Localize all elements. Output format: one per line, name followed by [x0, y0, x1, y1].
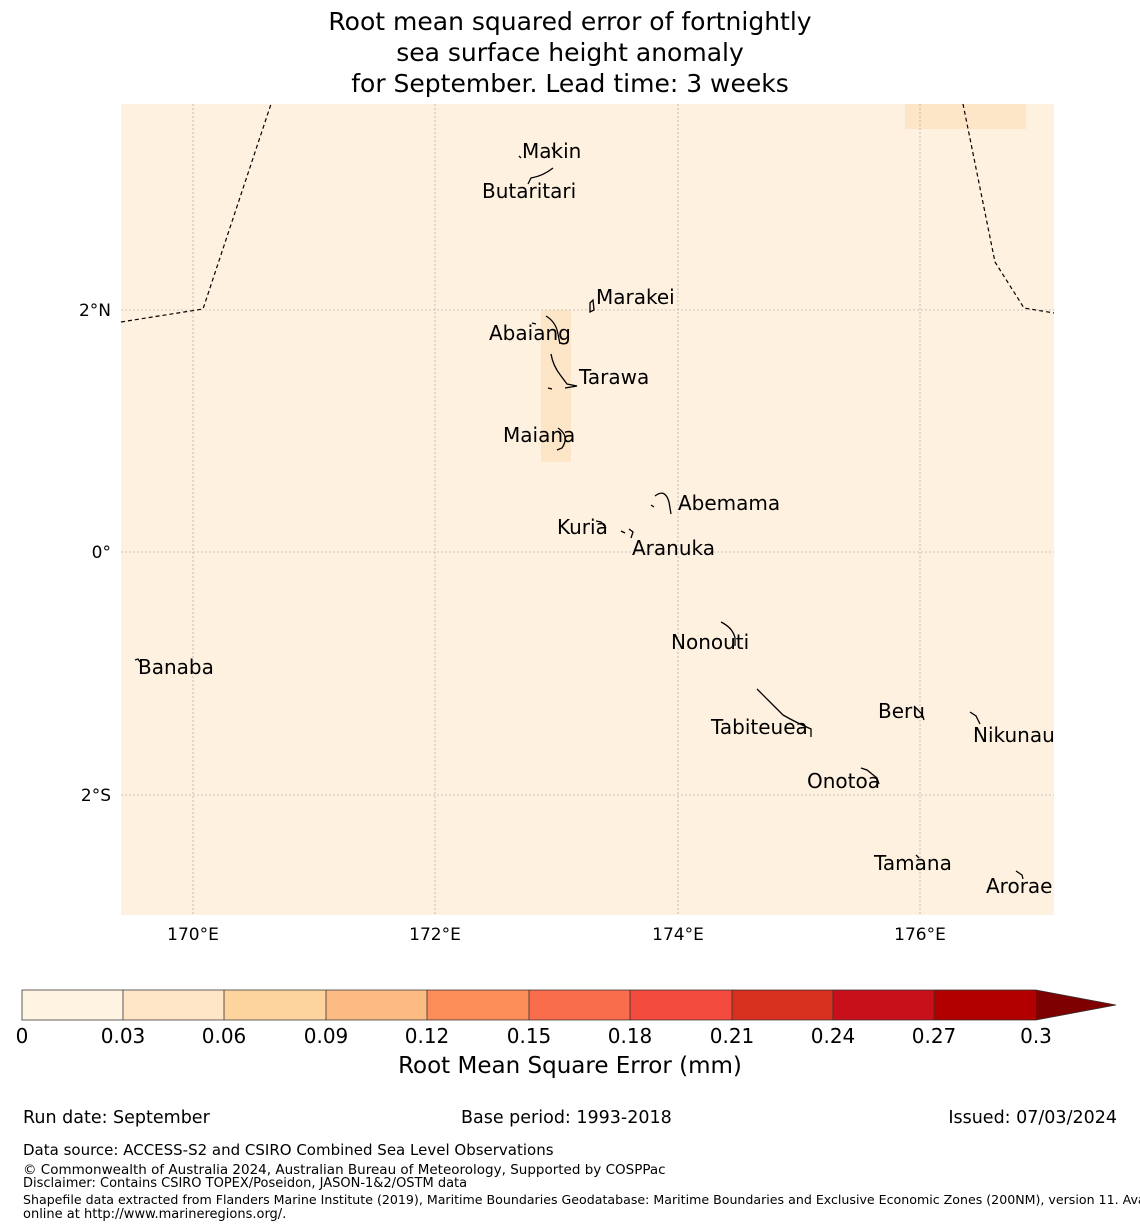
y-axis-ticks: 2°N 0° 2°S: [79, 301, 111, 806]
map-background: [121, 104, 1054, 915]
coast-maiana: [556, 427, 566, 451]
colorbar-extend-arrow: [1036, 990, 1116, 1020]
coast-arorae: [1015, 870, 1024, 880]
coast-onotoa: [860, 767, 880, 785]
cb-tick-3: 0.09: [304, 1024, 349, 1048]
label-abemama: Abemama: [678, 491, 780, 515]
label-tabiteuea: Tabiteuea: [710, 715, 808, 739]
y-tick-2s: 2°S: [81, 786, 111, 806]
cb-tick-0: 0: [16, 1024, 29, 1048]
cb-tick-6: 0.18: [608, 1024, 653, 1048]
eez-boundary-west: [120, 103, 272, 323]
island-labels: Makin Butaritari Marakei Abaiang Tarawa …: [138, 139, 1055, 898]
coast-makin-butaritari: [518, 146, 555, 185]
colorbar-cell-8: [732, 990, 834, 1020]
title-line-1: Root mean squared error of fortnightly: [328, 7, 812, 36]
coast-nonouti: [720, 621, 736, 646]
y-tick-0: 0°: [92, 543, 111, 563]
colorbar-cell-2: [123, 990, 225, 1020]
cb-tick-7: 0.21: [710, 1024, 755, 1048]
label-maiana: Maiana: [503, 423, 575, 447]
cb-tick-2: 0.06: [202, 1024, 247, 1048]
gridlines: [121, 104, 1054, 915]
colorbar-cell-4: [326, 990, 428, 1020]
x-tick-174e: 174°E: [652, 925, 704, 945]
label-kuria: Kuria: [557, 515, 608, 539]
colorbar-dividers: [122, 990, 935, 1020]
label-arorae: Arorae: [986, 874, 1052, 898]
colorbar-cell-3: [224, 990, 326, 1020]
coast-abemama: [650, 492, 672, 515]
x-tick-176e: 176°E: [894, 925, 946, 945]
base-period: Base period: 1993-2018: [461, 1108, 672, 1128]
cb-tick-4: 0.12: [405, 1024, 450, 1048]
y-tick-2n: 2°N: [79, 301, 111, 321]
x-tick-170e: 170°E: [167, 925, 219, 945]
colorbar-cell-1: [22, 990, 124, 1020]
cb-tick-5: 0.15: [507, 1024, 552, 1048]
coast-beru: [913, 705, 925, 721]
label-onotoa: Onotoa: [807, 769, 880, 793]
colorbar-cells: [22, 990, 1036, 1020]
colorbar-cell-9: [833, 990, 935, 1020]
rmse-patch-northeast: [905, 104, 1026, 129]
cb-tick-10: 0.3: [1020, 1024, 1052, 1048]
coast-abaiang: [531, 315, 561, 345]
data-source: Data source: ACCESS-S2 and CSIRO Combine…: [23, 1141, 554, 1159]
colorbar-cell-6: [529, 990, 631, 1020]
label-abaiang: Abaiang: [489, 321, 571, 345]
title-line-3: for September. Lead time: 3 weeks: [351, 69, 789, 98]
coast-tamana: [915, 854, 920, 859]
run-date: Run date: September: [23, 1108, 210, 1128]
copyright: © Commonwealth of Australia 2024, Austra…: [23, 1162, 666, 1178]
label-beru: Beru: [878, 699, 925, 723]
shapefile-credit-line-1: Shapefile data extracted from Flanders M…: [23, 1192, 1140, 1207]
colorbar-label: Root Mean Square Error (mm): [398, 1053, 742, 1079]
colorbar-cell-5: [427, 990, 529, 1020]
shapefile-credit-line-2: online at http://www.marineregions.org/.: [23, 1207, 287, 1222]
coast-tabiteuea: [756, 688, 812, 737]
title-line-2: sea surface height anomaly: [396, 38, 744, 67]
cb-tick-8: 0.24: [811, 1024, 856, 1048]
cb-tick-1: 0.03: [101, 1024, 146, 1048]
coast-kuria-aranuka: [595, 520, 634, 539]
label-tarawa: Tarawa: [578, 365, 649, 389]
label-makin: Makin: [522, 139, 581, 163]
eez-boundaries: [120, 103, 1055, 323]
island-coastlines: [134, 146, 1024, 880]
colorbar-cell-10: [934, 990, 1036, 1020]
issued-date: Issued: 07/03/2024: [948, 1108, 1117, 1128]
disclaimer: Disclaimer: Contains CSIRO TOPEX/Poseido…: [23, 1176, 468, 1191]
eez-boundary-east: [962, 103, 1055, 314]
coast-marakei: [589, 298, 595, 314]
label-banaba: Banaba: [138, 655, 214, 679]
cb-tick-9: 0.27: [912, 1024, 957, 1048]
rmse-patch-tarawa: [541, 310, 571, 462]
coast-nikunau: [969, 711, 981, 725]
colorbar-cell-7: [630, 990, 732, 1020]
coast-tarawa: [547, 353, 578, 390]
coast-banaba: [134, 658, 141, 663]
colorbar-outline: [21, 989, 1117, 1021]
label-nikunau: Nikunau: [973, 723, 1055, 747]
label-tamana: Tamana: [873, 851, 952, 875]
label-marakei: Marakei: [596, 285, 675, 309]
label-nonouti: Nonouti: [671, 630, 749, 654]
map-title: Root mean squared error of fortnightly s…: [0, 6, 1140, 99]
label-aranuka: Aranuka: [632, 536, 715, 560]
map-panel: Makin Butaritari Marakei Abaiang Tarawa …: [79, 103, 1055, 945]
label-butaritari: Butaritari: [482, 179, 576, 203]
x-axis-ticks: 170°E 172°E 174°E 176°E: [167, 925, 946, 945]
x-tick-172e: 172°E: [409, 925, 461, 945]
colorbar-ticks: 0 0.03 0.06 0.09 0.12 0.15 0.18 0.21 0.2…: [16, 1024, 1052, 1048]
